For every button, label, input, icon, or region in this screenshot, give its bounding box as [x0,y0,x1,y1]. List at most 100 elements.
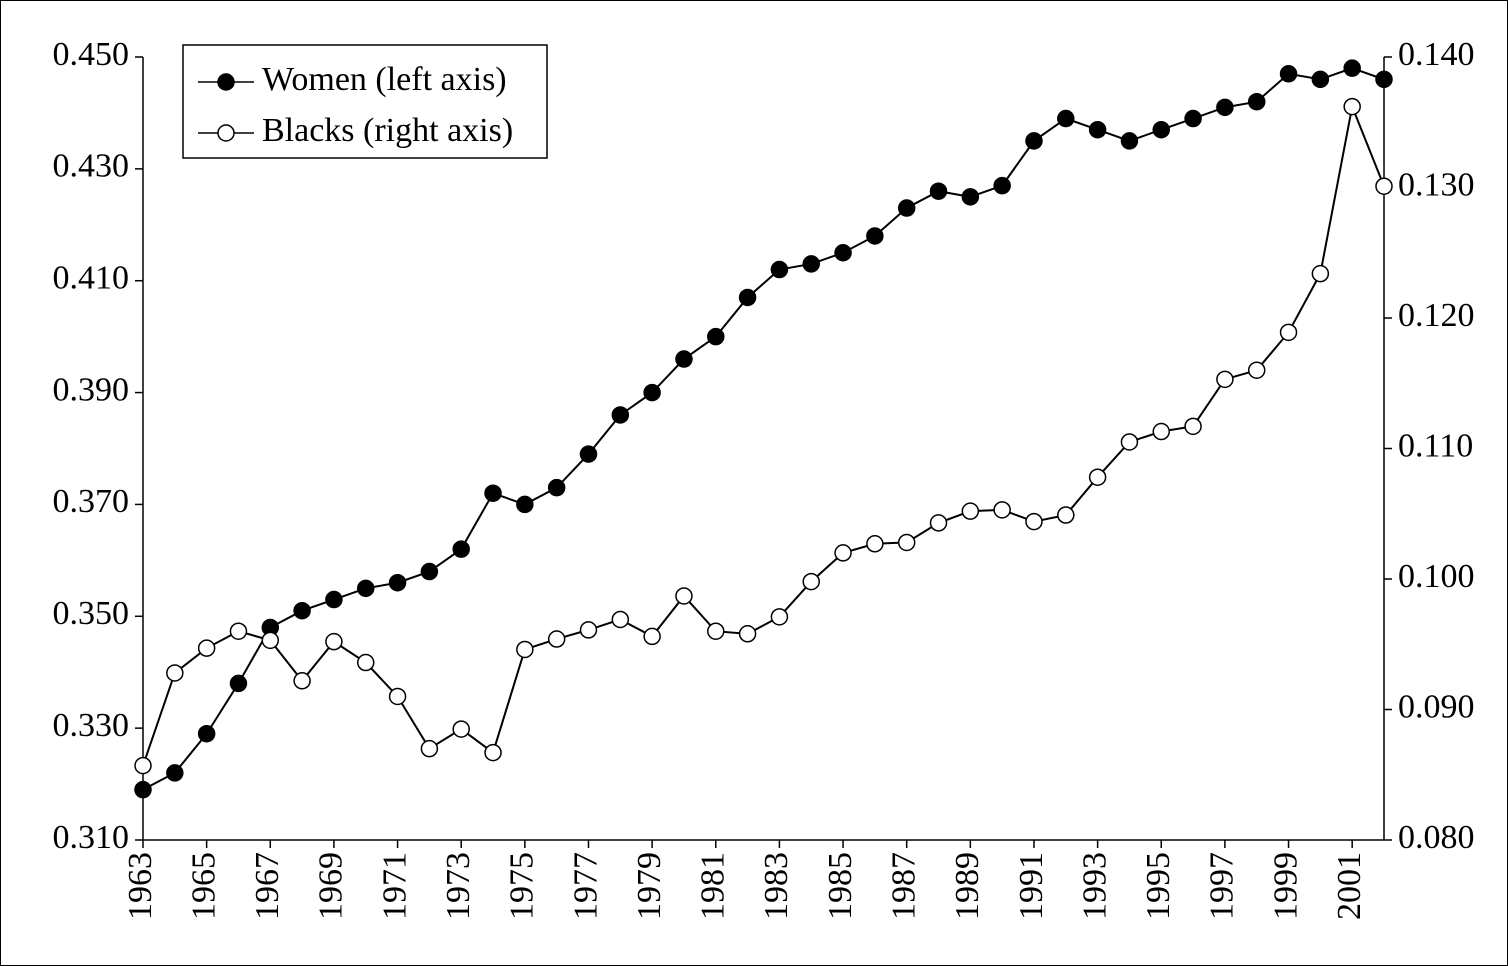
data-point [1375,177,1393,195]
y2-tick-label: 0.120 [1398,297,1475,334]
y2-tick-label: 0.100 [1398,558,1475,595]
data-point [293,601,311,620]
data-point [1216,370,1234,389]
data-point [516,640,534,659]
x-tick-label: 1987 [885,852,922,920]
data-point [1025,132,1043,150]
data-point [1120,132,1139,150]
x-tick-label: 1973 [440,852,477,920]
data-point [897,533,916,552]
data-point [611,610,630,629]
y2-tick-label: 0.090 [1398,688,1475,725]
x-tick-label: 1995 [1140,852,1177,920]
data-point [166,664,184,682]
y-tick-label: 0.390 [53,371,130,408]
data-point [834,544,852,562]
data-point [961,502,980,520]
data-point [770,608,789,626]
data-point [675,350,693,368]
data-point [738,625,757,643]
data-point [1057,506,1075,524]
y-tick-label: 0.330 [53,707,130,744]
y-tick-label: 0.310 [53,819,130,856]
data-point [325,632,343,651]
data-point [1311,70,1330,89]
y-tick-label: 0.370 [53,483,130,520]
data-point [197,639,216,657]
y2-tick-label: 0.080 [1398,819,1475,856]
data-point [261,631,280,650]
x-tick-label: 1965 [185,852,222,920]
data-point [197,724,216,743]
data-point [134,780,152,799]
data-point [993,176,1011,195]
data-point [1343,59,1361,77]
data-point [738,288,757,307]
data-point [961,188,980,206]
legend [182,44,548,159]
data-point [707,327,725,346]
data-point [388,687,407,706]
series-line [142,103,1385,766]
legend-marker [217,124,235,142]
x-tick-label: 1977 [567,852,604,920]
data-point [1216,98,1234,117]
data-point [229,622,248,640]
x-tick-label: 1991 [1013,852,1050,920]
x-tick-label: 1989 [949,852,986,920]
data-point [1247,361,1266,379]
data-point [293,672,311,690]
x-tick-label: 1969 [313,852,350,920]
data-point [866,227,884,245]
series-line [142,67,1385,791]
data-point [929,514,948,532]
data-point [134,756,152,775]
data-point [1088,120,1107,139]
data-point [547,478,566,497]
data-point [452,720,470,738]
data-point [1057,109,1075,128]
x-tick-label: 1999 [1267,852,1304,920]
data-point [166,764,184,782]
data-point [993,501,1011,519]
data-point [611,406,630,424]
data-point [420,562,439,581]
data-point [1152,422,1171,441]
x-tick-label: 2001 [1331,852,1368,920]
data-point [802,255,820,273]
data-point [643,627,661,646]
data-point [770,260,789,279]
x-tick-label: 1975 [504,852,541,920]
data-point [1375,70,1393,89]
data-point [897,199,916,217]
y-tick-label: 0.450 [53,36,130,73]
data-point [1247,92,1266,111]
data-point [1025,512,1043,531]
data-point [1279,323,1298,342]
data-point [1184,417,1202,436]
data-point [1120,433,1139,451]
y-tick-label: 0.410 [53,260,130,297]
legend-marker [217,73,235,91]
data-point [388,573,407,592]
x-tick-label: 1997 [1204,852,1241,920]
y2-tick-label: 0.110 [1398,427,1473,464]
x-tick-label: 1981 [695,852,732,920]
x-tick-label: 1963 [122,852,159,920]
data-point [1184,109,1202,128]
data-point [643,383,661,402]
data-point [866,535,884,553]
data-point [356,579,375,598]
data-point [1311,264,1330,283]
data-point [1152,120,1171,139]
x-tick-label: 1967 [249,852,286,920]
x-tick-label: 1971 [376,852,413,920]
y-tick-label: 0.430 [53,148,130,185]
x-tick-label: 1983 [758,852,795,920]
data-point [579,621,598,639]
data-point [802,572,820,591]
data-point [1088,468,1107,486]
x-tick-label: 1993 [1076,852,1113,920]
